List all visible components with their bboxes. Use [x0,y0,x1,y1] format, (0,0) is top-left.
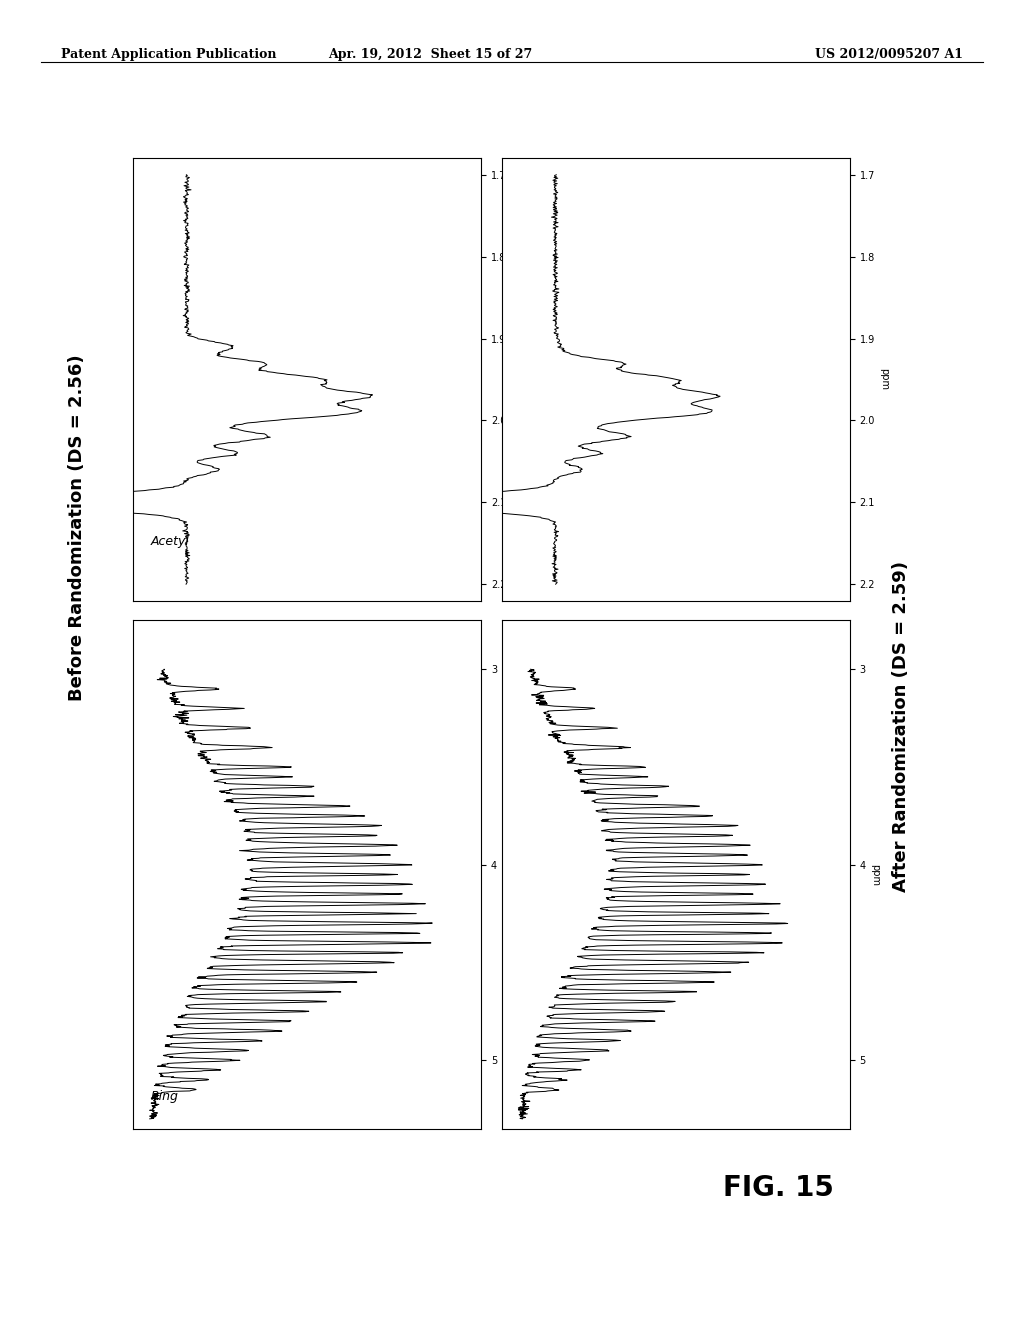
Text: US 2012/0095207 A1: US 2012/0095207 A1 [814,48,963,61]
Y-axis label: ppm: ppm [879,368,889,391]
Text: After Randomization (DS = 2.59): After Randomization (DS = 2.59) [892,561,910,891]
Text: Before Randomization (DS = 2.56): Before Randomization (DS = 2.56) [68,355,86,701]
Text: Acetyl: Acetyl [151,535,189,548]
Text: FIG. 15: FIG. 15 [723,1173,834,1203]
Y-axis label: ppm: ppm [501,863,511,886]
Y-axis label: ppm: ppm [510,368,520,391]
Text: Apr. 19, 2012  Sheet 15 of 27: Apr. 19, 2012 Sheet 15 of 27 [328,48,532,61]
Text: Patent Application Publication: Patent Application Publication [61,48,276,61]
Text: Ring: Ring [151,1090,178,1104]
Y-axis label: ppm: ppm [869,863,880,886]
